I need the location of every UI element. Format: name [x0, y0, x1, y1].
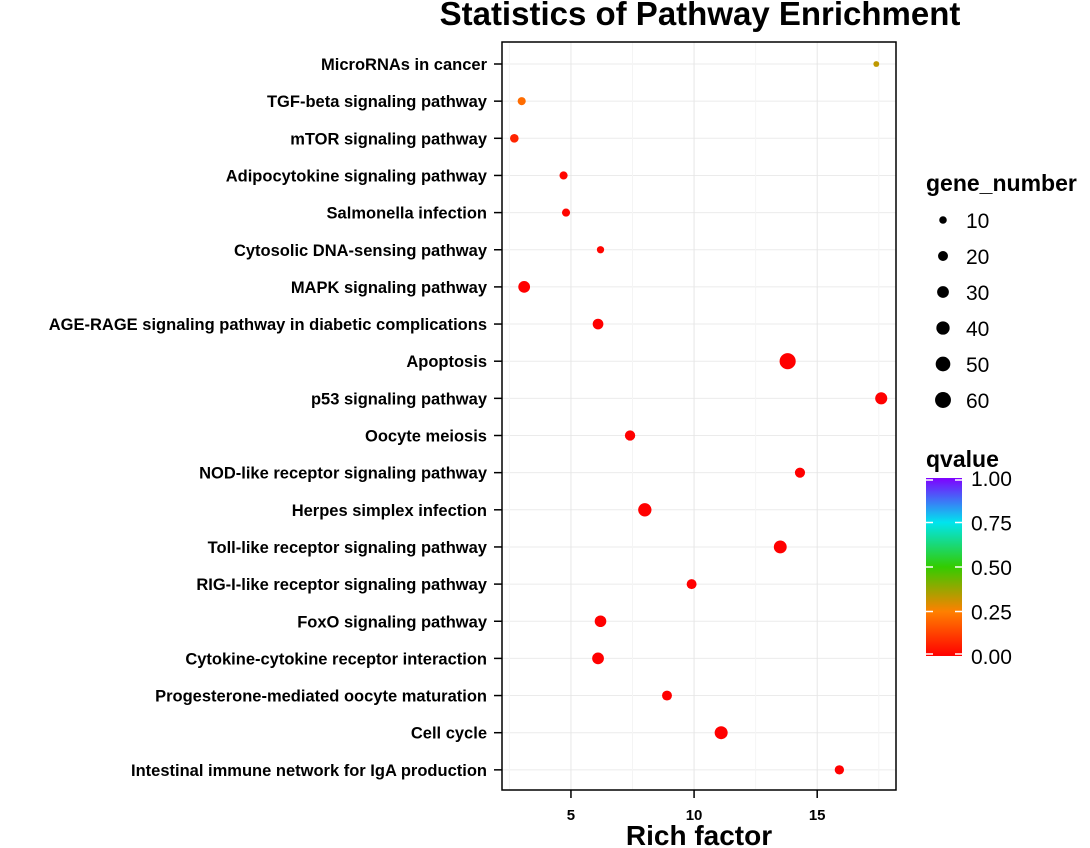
data-point: [638, 503, 652, 517]
y-tick-label: Cell cycle: [411, 725, 487, 743]
y-tick-label: Cytosolic DNA-sensing pathway: [234, 242, 488, 260]
chart-title: Statistics of Pathway Enrichment: [440, 0, 961, 32]
x-axis-title: Rich factor: [626, 820, 772, 848]
y-tick-label: Herpes simplex infection: [292, 502, 487, 520]
data-point: [873, 61, 880, 67]
y-tick-label: mTOR signaling pathway: [290, 130, 488, 148]
y-tick-label: Toll-like receptor signaling pathway: [208, 539, 488, 557]
size-legend-key: [939, 216, 947, 224]
y-axis-labels: MicroRNAs in cancer TGF-beta signaling pa…: [49, 56, 502, 780]
color-legend-label: 0.75: [971, 513, 1012, 536]
y-tick-label: p53 signaling pathway: [311, 390, 488, 408]
size-legend-label: 50: [966, 354, 989, 377]
size-legend-label: 10: [966, 210, 989, 233]
x-tick-label: 15: [809, 807, 826, 824]
data-point: [559, 171, 568, 180]
data-point: [624, 430, 636, 441]
x-axis-ticks: 5 10 15: [567, 790, 826, 824]
y-tick-label: MicroRNAs in cancer: [321, 56, 488, 74]
size-legend: gene_number 10 20 30 40 50 60: [926, 170, 1077, 413]
y-tick-label: MAPK signaling pathway: [291, 279, 488, 297]
color-legend-label: 0.50: [971, 557, 1012, 580]
data-points: [510, 61, 888, 775]
size-legend-label: 60: [966, 390, 989, 413]
y-tick-label: Intestinal immune network for IgA produc…: [131, 762, 487, 780]
color-legend-label: 0.00: [971, 646, 1012, 669]
size-legend-key: [936, 321, 950, 335]
grid: [502, 42, 896, 790]
data-point: [662, 690, 672, 701]
color-legend-label: 0.25: [971, 602, 1012, 625]
data-point: [875, 392, 888, 405]
y-tick-label: TGF-beta signaling pathway: [267, 93, 488, 111]
data-point: [510, 133, 519, 143]
color-legend-title: qvalue: [926, 446, 999, 472]
y-tick-label: Adipocytokine signaling pathway: [226, 167, 488, 185]
data-point: [561, 208, 571, 217]
data-point: [596, 246, 605, 254]
data-point: [714, 726, 728, 740]
data-point: [592, 318, 604, 330]
data-point: [594, 615, 607, 628]
color-legend-label: 1.00: [971, 468, 1012, 491]
size-legend-key: [935, 392, 951, 408]
plot-border: [501, 41, 897, 791]
size-legend-key: [937, 286, 949, 298]
data-point: [794, 467, 806, 478]
data-point: [686, 579, 697, 590]
size-legend-key: [938, 251, 948, 261]
y-tick-label: NOD-like receptor signaling pathway: [199, 465, 488, 483]
data-point: [592, 652, 604, 665]
y-tick-label: Progesterone-mediated oocyte maturation: [155, 688, 487, 706]
color-legend: qvalue 1.00 0.75 0.50 0.25 0.00: [926, 446, 1012, 669]
data-point: [834, 765, 845, 775]
y-tick-label: AGE-RAGE signaling pathway in diabetic c…: [49, 316, 487, 334]
data-point: [773, 540, 787, 554]
data-point: [518, 281, 531, 293]
size-legend-label: 30: [966, 282, 989, 305]
x-tick-label: 5: [567, 807, 575, 824]
size-legend-label: 20: [966, 246, 989, 269]
y-tick-label: FoxO signaling pathway: [297, 613, 488, 631]
y-tick-label: Salmonella infection: [327, 205, 487, 223]
y-tick-label: Cytokine-cytokine receptor interaction: [185, 650, 487, 668]
data-point: [517, 97, 526, 106]
size-legend-label: 40: [966, 318, 989, 341]
data-point: [779, 353, 796, 370]
y-tick-label: RIG-I-like receptor signaling pathway: [196, 576, 487, 594]
size-legend-title: gene_number: [926, 170, 1077, 196]
y-tick-label: Oocyte meiosis: [365, 428, 487, 446]
x-tick-label: 10: [686, 807, 703, 824]
y-tick-label: Apoptosis: [406, 353, 487, 371]
size-legend-key: [935, 356, 951, 372]
